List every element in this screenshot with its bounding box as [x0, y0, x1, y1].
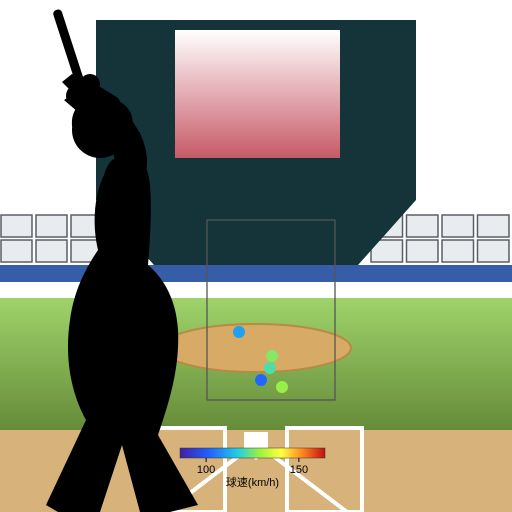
pitch-marker[interactable]	[266, 350, 278, 362]
stand-seat	[478, 215, 510, 237]
stand-seat	[1, 215, 32, 237]
stand-seat	[36, 215, 67, 237]
stand-seat	[407, 240, 439, 262]
pitch-marker[interactable]	[255, 374, 267, 386]
colorbar	[180, 448, 325, 458]
colorbar-tick-label: 150	[290, 464, 308, 476]
stand-seat	[36, 240, 67, 262]
scoreboard-screen	[175, 30, 340, 158]
pitch-marker[interactable]	[276, 381, 288, 393]
stand-seat	[442, 240, 474, 262]
pitch-marker[interactable]	[233, 326, 245, 338]
stand-seat	[478, 240, 510, 262]
wall-stripe-top	[0, 265, 512, 282]
pitch-marker[interactable]	[264, 362, 276, 374]
pitchers-mound	[161, 324, 351, 372]
stand-seat	[1, 240, 32, 262]
colorbar-axis-label: 球速(km/h)	[226, 475, 279, 489]
stand-seat	[407, 215, 439, 237]
stand-seat	[442, 215, 474, 237]
colorbar-tick-label: 100	[197, 464, 215, 476]
